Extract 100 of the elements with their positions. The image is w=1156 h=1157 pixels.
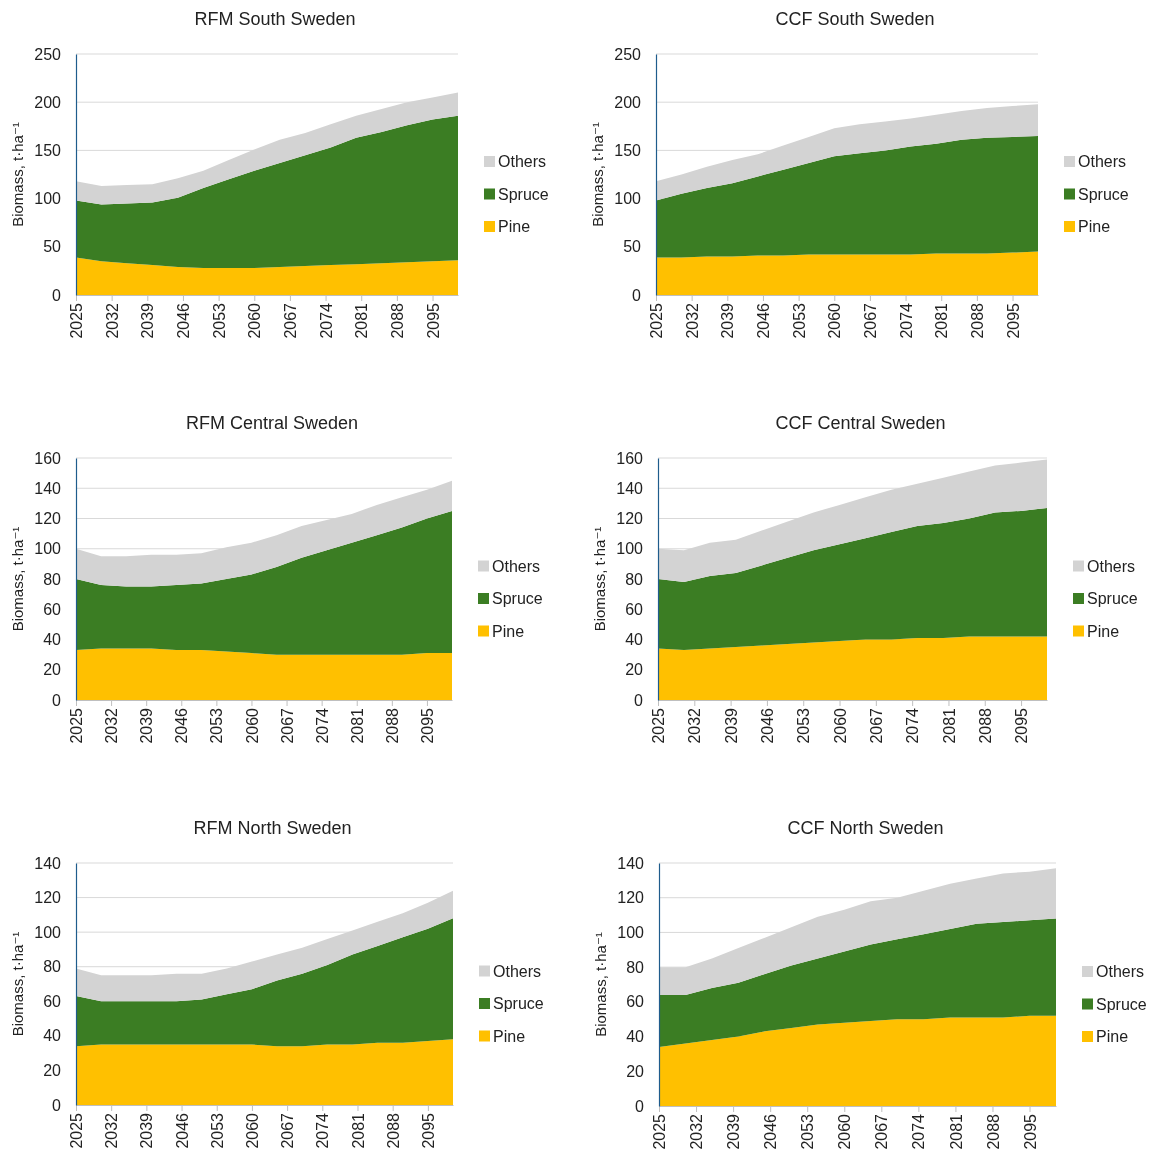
x-tick-label: 2032 bbox=[103, 302, 121, 339]
y-tick-label: 150 bbox=[614, 142, 642, 160]
x-tick-label: 2074 bbox=[313, 707, 331, 744]
y-tick-label: 80 bbox=[43, 570, 62, 588]
x-tick-label: 2060 bbox=[836, 1113, 854, 1150]
y-tick-label: 140 bbox=[34, 854, 62, 872]
legend-label: Others bbox=[498, 153, 547, 171]
x-tick-label: 2067 bbox=[278, 707, 296, 744]
y-axis-title: Biomass, t·ha⁻¹ bbox=[9, 931, 26, 1037]
x-tick-label: 2032 bbox=[103, 1112, 121, 1149]
legend-label: Spruce bbox=[492, 590, 543, 608]
x-tick-label: 2046 bbox=[175, 302, 193, 339]
x-tick-label: 2032 bbox=[686, 707, 704, 744]
chart-title: RFM North Sweden bbox=[193, 818, 352, 838]
y-tick-label: 100 bbox=[617, 924, 645, 942]
x-tick-label: 2074 bbox=[910, 1113, 928, 1150]
legend-label: Pine bbox=[498, 218, 531, 236]
x-tick-label: 2088 bbox=[383, 707, 401, 744]
x-tick-label: 2095 bbox=[419, 707, 437, 744]
chart-title: RFM South Sweden bbox=[194, 9, 356, 29]
x-tick-label: 2046 bbox=[173, 1112, 191, 1149]
y-tick-label: 140 bbox=[616, 479, 644, 497]
x-tick-label: 2095 bbox=[1004, 302, 1022, 339]
x-tick-label: 2067 bbox=[873, 1113, 891, 1150]
y-tick-label: 60 bbox=[625, 600, 644, 618]
y-tick-label: 20 bbox=[43, 1062, 62, 1080]
x-tick-label: 2081 bbox=[353, 302, 371, 339]
y-axis-title: Biomass, t·ha⁻¹ bbox=[589, 122, 606, 227]
x-tick-label: 2053 bbox=[795, 707, 813, 744]
legend-label: Others bbox=[1078, 153, 1127, 171]
y-tick-label: 0 bbox=[52, 286, 62, 304]
y-tick-label: 200 bbox=[614, 93, 642, 111]
y-tick-label: 20 bbox=[625, 661, 644, 679]
y-tick-label: 100 bbox=[616, 540, 644, 558]
y-tick-label: 0 bbox=[52, 1096, 62, 1114]
legend-label: Others bbox=[1096, 963, 1145, 981]
x-tick-label: 2081 bbox=[947, 1113, 965, 1150]
y-tick-label: 250 bbox=[34, 45, 62, 63]
y-tick-label: 0 bbox=[52, 691, 62, 709]
x-tick-label: 2053 bbox=[208, 707, 226, 744]
y-axis-title: Biomass, t·ha⁻¹ bbox=[591, 526, 608, 632]
y-tick-label: 140 bbox=[617, 854, 645, 872]
x-tick-label: 2095 bbox=[424, 302, 442, 339]
x-tick-label: 2046 bbox=[755, 302, 773, 339]
y-tick-label: 60 bbox=[43, 992, 62, 1010]
legend-label: Pine bbox=[493, 1027, 526, 1045]
y-tick-label: 40 bbox=[43, 631, 62, 649]
x-tick-label: 2074 bbox=[314, 1112, 332, 1149]
x-tick-label: 2039 bbox=[138, 1112, 156, 1149]
y-axis-title: Biomass, t·ha⁻¹ bbox=[592, 932, 609, 1037]
x-tick-label: 2081 bbox=[940, 707, 958, 744]
y-tick-label: 100 bbox=[614, 190, 642, 208]
x-tick-label: 2060 bbox=[243, 707, 261, 744]
x-tick-label: 2074 bbox=[897, 302, 915, 339]
y-tick-label: 50 bbox=[623, 238, 642, 256]
y-tick-label: 40 bbox=[43, 1027, 62, 1045]
chart-title: CCF South Sweden bbox=[775, 9, 935, 29]
x-tick-label: 2025 bbox=[68, 707, 86, 744]
x-tick-label: 2053 bbox=[790, 302, 808, 339]
x-tick-label: 2095 bbox=[419, 1112, 437, 1149]
legend-label: Spruce bbox=[498, 185, 549, 203]
y-tick-label: 80 bbox=[626, 958, 645, 976]
x-tick-label: 2067 bbox=[867, 707, 885, 744]
x-tick-label: 2039 bbox=[139, 302, 157, 339]
y-tick-label: 100 bbox=[34, 923, 62, 941]
x-tick-label: 2081 bbox=[348, 707, 366, 744]
x-tick-label: 2067 bbox=[282, 302, 300, 339]
x-tick-label: 2067 bbox=[862, 302, 880, 339]
x-tick-label: 2039 bbox=[725, 1113, 743, 1150]
legend-label: Pine bbox=[1078, 218, 1111, 236]
y-tick-label: 100 bbox=[34, 540, 62, 558]
legend-label: Pine bbox=[1096, 1028, 1129, 1046]
chart-title: CCF North Sweden bbox=[787, 818, 944, 838]
x-tick-label: 2060 bbox=[831, 707, 849, 744]
x-tick-label: 2032 bbox=[688, 1113, 706, 1150]
y-tick-label: 200 bbox=[34, 93, 62, 111]
y-tick-label: 120 bbox=[34, 510, 62, 528]
y-tick-label: 150 bbox=[34, 142, 62, 160]
x-tick-label: 2046 bbox=[173, 707, 191, 744]
x-tick-label: 2053 bbox=[208, 1112, 226, 1149]
x-tick-label: 2060 bbox=[826, 302, 844, 339]
y-tick-label: 20 bbox=[626, 1062, 645, 1080]
y-tick-label: 160 bbox=[616, 449, 644, 467]
y-tick-label: 160 bbox=[34, 449, 62, 467]
x-tick-label: 2025 bbox=[650, 707, 668, 744]
y-tick-label: 20 bbox=[43, 661, 62, 679]
y-tick-label: 120 bbox=[617, 889, 645, 907]
x-tick-label: 2088 bbox=[976, 707, 994, 744]
legend-label: Spruce bbox=[493, 995, 544, 1013]
chart-title: CCF Central Sweden bbox=[775, 413, 946, 433]
x-tick-label: 2088 bbox=[968, 302, 986, 339]
x-tick-label: 2081 bbox=[349, 1112, 367, 1149]
y-tick-label: 120 bbox=[34, 889, 62, 907]
legend-label: Others bbox=[1087, 557, 1136, 575]
x-tick-label: 2053 bbox=[799, 1113, 817, 1150]
y-tick-label: 40 bbox=[625, 631, 644, 649]
legend-label: Others bbox=[493, 962, 542, 980]
x-tick-label: 2025 bbox=[648, 302, 666, 339]
x-tick-label: 2025 bbox=[651, 1113, 669, 1150]
x-tick-label: 2088 bbox=[384, 1112, 402, 1149]
